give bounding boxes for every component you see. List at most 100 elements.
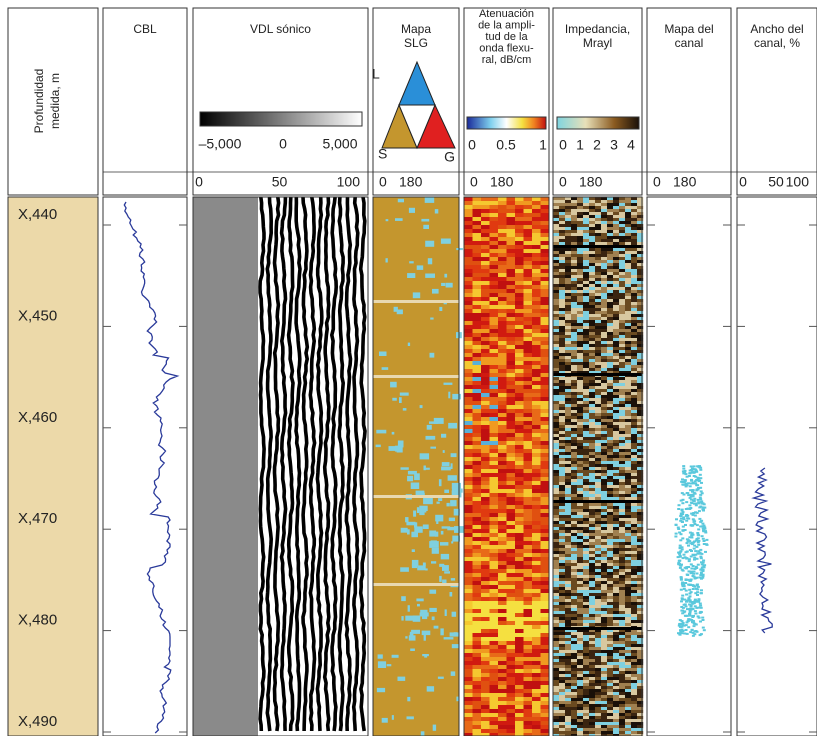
impedance-cell — [595, 710, 602, 714]
attenuation-cell — [515, 313, 524, 318]
impedance-cell — [589, 221, 596, 225]
attenuation-cell — [464, 605, 473, 610]
attenuation-cell — [540, 413, 550, 418]
canal-point — [688, 595, 692, 598]
impedance-cell — [589, 479, 596, 483]
attenuation-cell — [464, 569, 473, 574]
attenuation-cell — [532, 669, 541, 674]
impedance-cell — [625, 452, 632, 456]
impedance-cell — [601, 638, 608, 642]
vdl-wave — [279, 196, 288, 732]
canal-point — [677, 632, 680, 635]
impedance-cell — [583, 545, 590, 549]
impedance-cell — [589, 650, 596, 654]
impedance-cell — [553, 605, 560, 609]
impedance-cell — [607, 701, 614, 705]
impedance-cell — [595, 200, 602, 204]
impedance-cell — [571, 572, 578, 576]
impedance-cell — [619, 290, 626, 294]
impedance-cell — [601, 263, 608, 267]
attenuation-cell — [498, 601, 507, 606]
attenuation-cell — [472, 693, 482, 698]
attenuation-cell — [489, 461, 499, 466]
attenuation-cell — [481, 361, 490, 366]
impedance-cell — [559, 335, 566, 339]
attenuation-cell — [540, 501, 550, 506]
attenuation-cell — [532, 337, 541, 342]
impedance-cell — [619, 302, 626, 306]
impedance-cell — [625, 260, 632, 264]
canal-point — [697, 550, 701, 553]
impedance-cell — [601, 533, 608, 537]
attenuation-cell — [506, 633, 516, 638]
impedance-cell — [595, 515, 602, 519]
canal-point — [700, 519, 704, 522]
attenuation-cell — [532, 293, 541, 298]
impedance-cell — [595, 428, 602, 432]
attenuation-cell — [489, 673, 499, 678]
impedance-cell — [589, 701, 596, 705]
attenuation-cell — [498, 641, 507, 646]
impedance-cell — [607, 671, 614, 675]
impedance-cell — [589, 575, 596, 579]
impedance-cell — [583, 320, 590, 324]
attenuation-cell — [464, 733, 473, 736]
attenuation-cell — [498, 217, 507, 222]
impedance-cell — [589, 608, 596, 612]
impedance-cell — [565, 215, 572, 219]
impedance-cell — [589, 218, 596, 222]
impedance-cell — [631, 236, 638, 240]
attenuation-cell — [506, 421, 516, 426]
impedance-cell — [601, 605, 608, 609]
attenuation-cell — [489, 713, 499, 718]
canal-point — [690, 471, 694, 474]
impedance-cell — [583, 344, 590, 348]
impedance-cell — [577, 218, 584, 222]
impedance-cell — [565, 560, 572, 564]
attenuation-cell — [532, 425, 541, 430]
canal-point — [693, 605, 697, 608]
attenuation-cell — [523, 477, 533, 482]
impedance-cell — [553, 632, 560, 636]
impedance-cell — [589, 533, 596, 537]
impedance-cell — [637, 251, 644, 255]
impedance-cell — [631, 257, 638, 261]
impedance-cell — [577, 665, 584, 669]
impedance-cell — [613, 701, 620, 705]
attenuation-cell — [489, 513, 499, 518]
impedance-cell — [553, 731, 560, 735]
impedance-cell — [613, 557, 620, 561]
impedance-cell — [637, 533, 644, 537]
impedance-cell — [607, 530, 614, 534]
impedance-cell — [583, 710, 590, 714]
canal-point — [695, 584, 699, 587]
attenuation-cell — [515, 657, 524, 662]
impedance-cell — [637, 236, 644, 240]
impedance-cell — [601, 497, 608, 501]
attenuation-cell — [523, 249, 533, 254]
slg-patch — [450, 453, 457, 458]
impedance-cell — [631, 584, 638, 588]
impedance-cell — [607, 236, 614, 240]
impedance-cell — [625, 605, 632, 609]
impedance-cell — [583, 398, 590, 402]
canal-point — [696, 532, 700, 534]
impedance-cell — [583, 572, 590, 576]
impedance-cell — [583, 707, 590, 711]
attenuation-cell — [489, 653, 499, 658]
impedance-cell — [637, 614, 644, 618]
impedance-cell — [601, 686, 608, 690]
attenuation-cell — [464, 649, 473, 654]
impedance-cell — [625, 623, 632, 627]
impedance-cell — [607, 566, 614, 570]
attenuation-cell — [498, 445, 507, 450]
impedance-cell — [613, 680, 620, 684]
impedance-cell — [589, 386, 596, 390]
impedance-cell — [577, 377, 584, 381]
track-title: Impedancia, — [565, 22, 630, 36]
impedance-cell — [553, 278, 560, 282]
impedance-cell — [589, 428, 596, 432]
canal-point — [691, 565, 695, 567]
track-header-frame — [646, 7, 732, 196]
impedance-cell — [607, 314, 614, 318]
